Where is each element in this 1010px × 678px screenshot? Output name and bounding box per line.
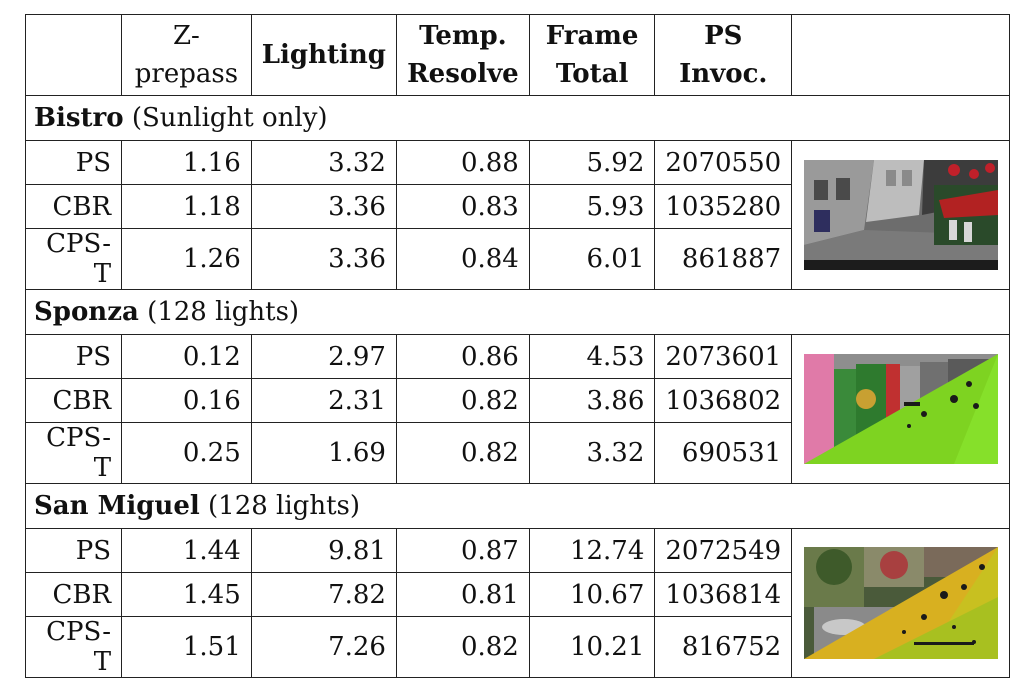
temp-resolve-cell: 0.83 [395, 184, 530, 229]
temp-resolve-cell: 0.82 [395, 378, 530, 423]
section-row-san-miguel: San Miguel (128 lights) [25, 483, 1010, 529]
lighting-cell: 9.81 [250, 528, 397, 573]
section-title: Sponza (128 lights) [25, 289, 1010, 335]
lighting-cell: 1.69 [250, 422, 397, 484]
bistro-scene-image [803, 160, 998, 270]
section-row-bistro: Bistro (Sunlight only) [25, 95, 1010, 141]
header-lighting-label: Lighting [261, 40, 386, 70]
frame-total-cell: 6.01 [528, 228, 656, 290]
method-cell: CPS-T [24, 422, 123, 484]
lighting-cell: 7.82 [250, 572, 397, 617]
ps-invoc-cell: 1036802 [654, 378, 793, 423]
scene-note: (128 lights) [147, 297, 300, 327]
zprepass-cell: 1.51 [121, 616, 252, 678]
ps-invoc-cell: 2072549 [654, 528, 793, 573]
frame-total-cell: 10.21 [528, 616, 656, 678]
lighting-cell: 2.31 [250, 378, 397, 423]
ps-invoc-cell: 690531 [654, 422, 793, 484]
frame-total-cell: 5.92 [528, 140, 656, 185]
scene-note: (Sunlight only) [131, 103, 328, 133]
temp-resolve-cell: 0.84 [395, 228, 530, 290]
method-cell: CBR [24, 572, 123, 617]
method-cell: CPS-T [24, 228, 123, 290]
table-row: CBR 1.18 3.36 0.83 5.93 1035280 [24, 184, 1010, 229]
header-temp-line1: Temp. [419, 21, 507, 51]
lighting-cell: 2.97 [250, 334, 397, 379]
table-row: PS 1.16 3.32 0.88 5.92 2070550 [24, 140, 1010, 290]
header-invoc-line1: PS [704, 21, 743, 51]
section-title: San Miguel (128 lights) [25, 483, 1010, 529]
temp-resolve-cell: 0.86 [395, 334, 530, 379]
zprepass-cell: 0.25 [121, 422, 252, 484]
temp-resolve-cell: 0.87 [395, 528, 530, 573]
header-zprepass: Z- prepass [121, 14, 252, 96]
zprepass-cell: 1.16 [121, 140, 252, 185]
lighting-cell: 3.36 [250, 184, 397, 229]
sponza-scene-image [803, 354, 998, 464]
ps-invoc-cell: 2073601 [654, 334, 793, 379]
frame-total-cell: 5.93 [528, 184, 656, 229]
frame-total-cell: 12.74 [528, 528, 656, 573]
lighting-cell: 7.26 [250, 616, 397, 678]
ps-invoc-cell: 861887 [654, 228, 793, 290]
method-cell: CBR [24, 184, 123, 229]
section-row-sponza: Sponza (128 lights) [25, 289, 1010, 335]
zprepass-cell: 1.18 [121, 184, 252, 229]
method-cell: PS [24, 140, 123, 185]
san-miguel-scene-image [803, 547, 998, 659]
scene-name: San Miguel [34, 491, 200, 521]
header-invoc-line2: Invoc. [679, 59, 768, 89]
temp-resolve-cell: 0.81 [395, 572, 530, 617]
header-image [791, 14, 1010, 96]
section-title: Bistro (Sunlight only) [25, 95, 1010, 141]
frame-total-cell: 3.32 [528, 422, 656, 484]
zprepass-cell: 1.45 [121, 572, 252, 617]
header-zprepass-line1: Z- [172, 21, 200, 51]
table-row: CBR 0.16 2.31 0.82 3.86 1036802 [24, 378, 1010, 423]
scene-note: (128 lights) [208, 491, 361, 521]
header-lighting: Lighting [250, 14, 397, 96]
san-miguel-image-cell [791, 528, 1010, 678]
temp-resolve-cell: 0.82 [395, 616, 530, 678]
ps-invoc-cell: 2070550 [654, 140, 793, 185]
method-cell: PS [24, 334, 123, 379]
temp-resolve-cell: 0.82 [395, 422, 530, 484]
header-temp-line2: Resolve [407, 59, 519, 89]
method-cell: PS [24, 528, 123, 573]
scene-name: Sponza [34, 297, 139, 327]
zprepass-cell: 0.16 [121, 378, 252, 423]
header-row: Z- prepass Lighting Temp. Resolve Frame … [24, 14, 1010, 96]
table-row: PS 1.44 9.81 0.87 12.74 2072549 [24, 528, 1010, 678]
zprepass-cell: 1.44 [121, 528, 252, 573]
header-temp-resolve: Temp. Resolve [395, 14, 530, 96]
header-ps-invoc: PS Invoc. [654, 14, 793, 96]
results-table: Z- prepass Lighting Temp. Resolve Frame … [24, 14, 1010, 678]
table-row: CPS-T 1.26 3.36 0.84 6.01 861887 [24, 228, 1010, 290]
method-cell: CBR [24, 378, 123, 423]
table-row: PS 0.12 2.97 0.86 4.53 2073601 [24, 334, 1010, 484]
method-cell: CPS-T [24, 616, 123, 678]
temp-resolve-cell: 0.88 [395, 140, 530, 185]
header-frame-total: Frame Total [528, 14, 656, 96]
header-zprepass-line2: prepass [134, 59, 239, 89]
lighting-cell: 3.32 [250, 140, 397, 185]
bistro-image-cell [791, 140, 1010, 290]
zprepass-cell: 1.26 [121, 228, 252, 290]
frame-total-cell: 4.53 [528, 334, 656, 379]
scene-name: Bistro [34, 103, 124, 133]
frame-total-cell: 3.86 [528, 378, 656, 423]
frame-total-cell: 10.67 [528, 572, 656, 617]
header-method [24, 14, 123, 96]
sponza-image-cell [791, 334, 1010, 484]
ps-invoc-cell: 816752 [654, 616, 793, 678]
header-frame-line2: Total [555, 59, 629, 89]
lighting-cell: 3.36 [250, 228, 397, 290]
ps-invoc-cell: 1036814 [654, 572, 793, 617]
zprepass-cell: 0.12 [121, 334, 252, 379]
ps-invoc-cell: 1035280 [654, 184, 793, 229]
header-frame-line1: Frame [545, 21, 639, 51]
